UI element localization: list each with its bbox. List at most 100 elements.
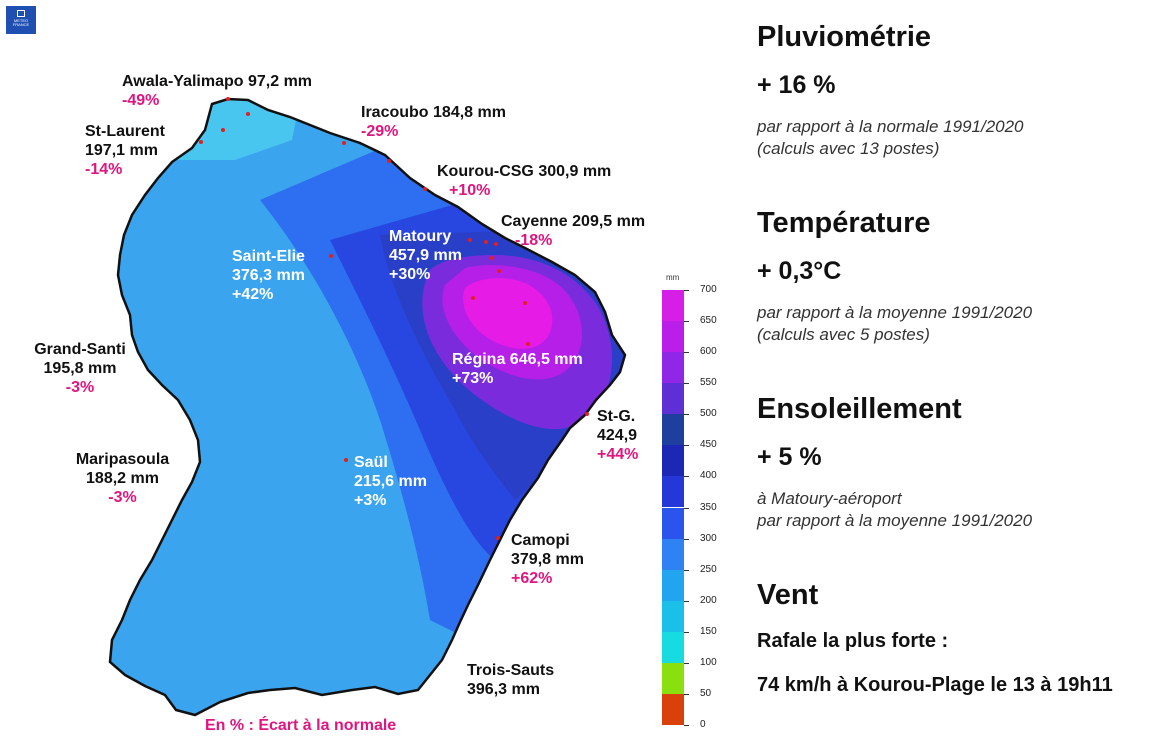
scale-tick-mark	[684, 383, 689, 385]
station-value: 197,1 mm	[85, 142, 158, 159]
station-value: 376,3 mm	[232, 267, 305, 284]
station-pct: -18%	[515, 232, 553, 249]
scale-unit: mm	[666, 273, 680, 282]
note-line: (calculs avec 5 postes)	[757, 325, 930, 344]
note-line: (calculs avec 13 postes)	[757, 139, 940, 158]
station-pct: +10%	[449, 182, 491, 199]
scale-tick-label: 700	[700, 284, 717, 295]
scale-tick-label: 300	[700, 532, 717, 544]
section-value: + 16 %	[757, 71, 836, 99]
station-value: 184,8 mm	[433, 104, 506, 121]
scale-band	[662, 600, 684, 632]
station-name: Régina	[452, 351, 506, 368]
station-value: 379,8 mm	[511, 551, 584, 568]
note-line: par rapport à la moyenne 1991/2020	[757, 303, 1033, 322]
scale-tick-label: 0	[700, 719, 706, 730]
scale-tick-label: 200	[700, 594, 717, 606]
scale-tick-label: 600	[700, 346, 717, 358]
section-pluviometrie: Pluviométrie + 16 % par rapport à la nor…	[757, 18, 1162, 160]
station-value: 209,5 mm	[572, 213, 646, 230]
scale-tick-mark	[684, 693, 689, 695]
station-camopi: Camopi 379,8 mm +62%	[511, 531, 584, 588]
station-pct: +44%	[597, 446, 639, 463]
scale-band	[662, 414, 684, 446]
scale-tick-label: 100	[700, 656, 717, 668]
station-pct: -3%	[108, 489, 137, 506]
station-value: 646,5 mm	[509, 351, 583, 368]
station-saint-elie: Saint-Elie 376,3 mm +42%	[232, 247, 305, 304]
station-cayenne: Cayenne 209,5 mm -18%	[501, 212, 645, 250]
station-value: 97,2 mm	[247, 73, 313, 90]
station-pct: -29%	[361, 123, 399, 140]
station-name: Trois-Sauts	[467, 662, 555, 679]
station-pct: +3%	[354, 492, 387, 509]
scale-band	[662, 383, 684, 415]
note-line: par rapport à la moyenne 1991/2020	[757, 511, 1033, 530]
section-note: par rapport à la normale 1991/2020 (calc…	[757, 116, 1162, 160]
scale-band	[662, 569, 684, 601]
color-scale-bar	[662, 290, 684, 725]
station-pct: +62%	[511, 570, 553, 587]
scale-tick-label: 450	[700, 439, 717, 451]
legend-note: En % : Écart à la normale	[205, 717, 397, 734]
station-value: 195,8 mm	[43, 360, 117, 377]
station-name: St-G.	[597, 408, 636, 425]
scale-tick-label: 350	[700, 501, 717, 513]
station-maripasoula: Maripasoula 188,2 mm -3%	[60, 450, 185, 507]
scale-tick-mark	[684, 662, 689, 664]
scale-tick-mark	[684, 538, 689, 540]
scale-tick-label: 50	[700, 687, 712, 699]
scale-tick-mark	[684, 600, 689, 602]
scale-band	[662, 476, 684, 508]
station-value: 396,3 mm	[467, 681, 540, 698]
scale-band	[662, 631, 684, 663]
station-matoury: Matoury 457,9 mm +30%	[389, 227, 462, 284]
scale-tick-mark	[684, 725, 689, 726]
station-value: 300,9 mm	[538, 163, 612, 180]
station-name: Awala-Yalimapo	[122, 73, 244, 90]
note-line: à Matoury-aéroport	[757, 489, 902, 508]
station-name: Cayenne	[501, 213, 568, 230]
section-ensoleillement: Ensoleillement + 5 % à Matoury-aéroport …	[757, 390, 1162, 532]
section-value: + 0,3°C	[757, 257, 842, 285]
scale-tick-mark	[684, 414, 689, 416]
scale-band	[662, 662, 684, 694]
scale-tick-label: 550	[700, 377, 717, 389]
section-note: par rapport à la moyenne 1991/2020 (calc…	[757, 302, 1162, 346]
scale-tick-mark	[684, 445, 689, 447]
station-name: Camopi	[511, 532, 570, 549]
station-st-laurent: St-Laurent 197,1 mm -14%	[85, 122, 165, 179]
station-iracoubo: Iracoubo 184,8 mm -29%	[361, 103, 506, 141]
station-pct: +42%	[232, 286, 274, 303]
station-value: 188,2 mm	[86, 470, 159, 487]
scale-tick-mark	[684, 476, 689, 478]
scale-band	[662, 693, 684, 725]
station-grand-santi: Grand-Santi 195,8 mm -3%	[20, 340, 140, 397]
section-value: + 5 %	[757, 443, 822, 471]
station-value: 424,9	[597, 427, 638, 444]
scale-band	[662, 352, 684, 384]
scale-tick-label: 650	[700, 315, 717, 327]
scale-tick-label: 500	[700, 408, 717, 420]
section-temperature: Température + 0,3°C par rapport à la moy…	[757, 204, 1162, 346]
scale-tick-mark	[684, 352, 689, 354]
station-name: Maripasoula	[75, 451, 170, 468]
scale-band	[662, 445, 684, 477]
scale-band	[662, 538, 684, 570]
station-awala-yalimapo: Awala-Yalimapo 97,2 mm -49%	[122, 72, 312, 110]
station-kourou-csg: Kourou-CSG 300,9 mm +10%	[437, 162, 611, 200]
station-value: 457,9 mm	[389, 247, 462, 264]
scale-tick-label: 400	[700, 470, 717, 482]
logo-text: METEO FRANCE	[12, 18, 30, 27]
section-title: Pluviométrie	[757, 21, 932, 53]
station-name: St-Laurent	[85, 123, 165, 140]
section-note: à Matoury-aéroport par rapport à la moye…	[757, 488, 1162, 532]
station-name: Iracoubo	[361, 104, 429, 121]
station-pct: -14%	[85, 161, 123, 178]
scale-band	[662, 321, 684, 353]
station-trois-sauts: Trois-Sauts 396,3 mm	[467, 661, 554, 699]
station-saul: Saül 215,6 mm +3%	[354, 453, 427, 510]
section-title: Température	[757, 207, 931, 239]
scale-tick-mark	[684, 507, 689, 509]
station-name: Kourou-CSG	[437, 163, 534, 180]
